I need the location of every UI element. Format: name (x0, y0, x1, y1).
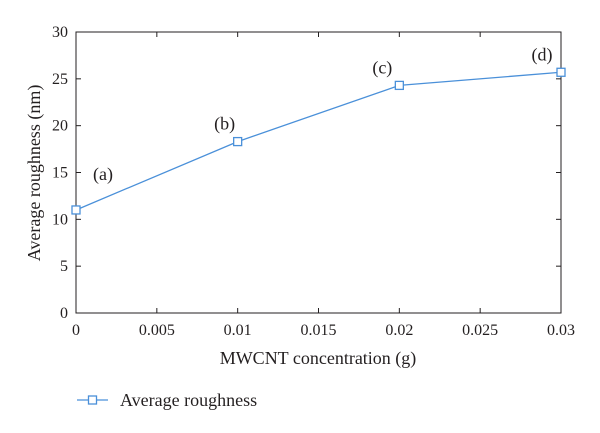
point-annotation: (b) (214, 114, 235, 135)
data-point-marker (71, 205, 81, 215)
y-tick-label: 10 (52, 211, 68, 228)
x-tick-label: 0.02 (385, 322, 413, 339)
x-axis-title: MWCNT concentration (g) (220, 348, 417, 369)
plot-frame (75, 31, 562, 314)
legend: Average roughness (77, 390, 257, 410)
y-tick-label: 15 (52, 165, 68, 182)
data-point-marker (233, 136, 243, 147)
y-tick-label: 5 (60, 258, 68, 275)
annotations: (a) (b) (c) (d) (93, 44, 552, 185)
y-tick-label: 30 (52, 24, 68, 41)
series-layer (71, 67, 566, 215)
data-point-marker (556, 67, 566, 77)
x-tick-label: 0.015 (301, 322, 337, 339)
point-annotation: (c) (372, 57, 392, 78)
legend-label: Average roughness (120, 390, 257, 410)
axes: 0 0.005 0.01 0.015 0.02 0.025 0.03 0 5 10 15 20 25 30 (52, 24, 575, 339)
y-tick-label: 0 (60, 305, 68, 322)
x-tick-label: 0.025 (462, 322, 498, 339)
y-tick-label: 25 (52, 71, 68, 88)
series-line (75, 71, 562, 211)
x-tick-label: 0.03 (547, 322, 575, 339)
x-tick-label: 0.005 (139, 322, 175, 339)
legend-marker (87, 395, 98, 405)
point-annotation: (d) (532, 44, 553, 65)
data-point-marker (394, 80, 404, 91)
point-annotation: (a) (93, 164, 113, 185)
x-tick-label: 0.01 (224, 322, 252, 339)
y-axis-title: Average roughness (nm) (24, 85, 45, 262)
x-tick-label: 0 (72, 322, 80, 339)
y-tick-label: 20 (52, 118, 68, 135)
